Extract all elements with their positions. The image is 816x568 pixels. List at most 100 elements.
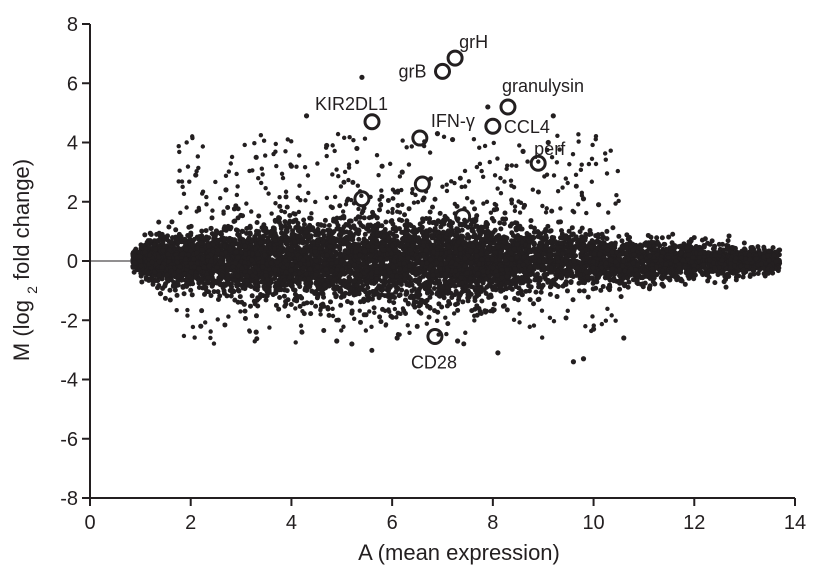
- data-point: [369, 347, 375, 353]
- data-point: [297, 303, 303, 309]
- data-point: [527, 297, 533, 303]
- data-point: [721, 279, 727, 285]
- data-point: [277, 203, 283, 209]
- data-point: [386, 298, 392, 304]
- data-point: [338, 302, 344, 308]
- data-point: [740, 274, 746, 280]
- data-point: [741, 240, 747, 246]
- data-point: [725, 238, 731, 244]
- data-point: [199, 228, 205, 234]
- data-point: [371, 305, 377, 311]
- data-point: [533, 289, 539, 295]
- data-point: [283, 194, 289, 200]
- data-point: [430, 204, 436, 210]
- data-point: [538, 289, 544, 295]
- data-point: [244, 226, 250, 232]
- data-point: [473, 236, 479, 242]
- data-point: [682, 281, 688, 287]
- data-point: [626, 279, 632, 285]
- data-point: [610, 225, 616, 231]
- data-point: [431, 219, 437, 225]
- data-point: [353, 216, 359, 222]
- data-point: [167, 297, 173, 303]
- data-point: [334, 226, 340, 232]
- data-point: [411, 302, 417, 308]
- data-point: [356, 236, 362, 242]
- data-point: [206, 289, 212, 295]
- data-point: [536, 284, 542, 290]
- data-point: [208, 293, 214, 299]
- data-point: [248, 303, 254, 309]
- data-point: [263, 297, 269, 303]
- data-point: [548, 228, 554, 234]
- data-point: [770, 245, 776, 251]
- data-point: [654, 235, 660, 241]
- data-point: [670, 231, 676, 237]
- data-point: [225, 204, 231, 210]
- data-point: [405, 301, 411, 307]
- data-point: [239, 228, 245, 234]
- data-point: [552, 277, 558, 283]
- data-point: [652, 281, 658, 287]
- data-point: [189, 292, 195, 298]
- data-point: [148, 232, 154, 237]
- data-point: [281, 293, 287, 299]
- data-point: [524, 231, 530, 237]
- data-point: [716, 241, 722, 247]
- data-point: [228, 293, 234, 299]
- data-point: [282, 303, 288, 309]
- data-point: [445, 321, 451, 327]
- points-layer: [130, 74, 783, 365]
- data-point: [163, 281, 169, 287]
- data-point: [337, 203, 343, 209]
- data-point: [263, 293, 269, 299]
- data-point: [691, 276, 697, 282]
- data-point: [585, 294, 591, 300]
- data-point: [503, 295, 509, 301]
- data-point: [528, 272, 534, 278]
- data-point: [420, 197, 426, 203]
- data-point: [723, 284, 729, 290]
- data-point: [516, 226, 522, 231]
- data-point: [515, 297, 521, 303]
- data-point: [476, 277, 482, 283]
- data-point: [427, 209, 433, 215]
- data-point: [350, 237, 356, 243]
- data-point: [276, 219, 282, 225]
- data-point: [232, 297, 238, 303]
- data-point: [326, 223, 332, 229]
- data-point: [491, 301, 497, 307]
- data-point: [277, 294, 283, 300]
- data-point: [604, 228, 610, 234]
- data-point: [309, 300, 315, 306]
- data-point: [256, 213, 262, 219]
- data-point: [549, 208, 555, 214]
- data-point: [326, 312, 332, 318]
- data-point: [328, 299, 334, 305]
- data-point: [284, 204, 290, 210]
- data-point: [321, 327, 327, 333]
- data-point: [209, 215, 215, 221]
- data-point: [383, 219, 389, 225]
- data-point: [593, 285, 599, 291]
- data-point: [173, 227, 179, 233]
- data-point: [322, 217, 328, 223]
- data-point: [350, 179, 356, 185]
- data-point: [642, 241, 648, 247]
- data-point: [221, 290, 227, 296]
- data-point: [607, 284, 613, 290]
- data-point: [142, 232, 148, 238]
- data-point: [536, 296, 542, 302]
- data-point: [436, 301, 442, 307]
- data-point: [301, 217, 307, 223]
- data-point: [540, 282, 546, 288]
- data-point: [552, 281, 558, 287]
- data-point: [494, 279, 500, 285]
- data-point: [155, 285, 161, 291]
- data-point: [666, 234, 672, 240]
- data-point: [427, 216, 433, 222]
- data-point: [502, 210, 508, 216]
- data-point: [583, 231, 589, 237]
- data-point: [301, 222, 307, 228]
